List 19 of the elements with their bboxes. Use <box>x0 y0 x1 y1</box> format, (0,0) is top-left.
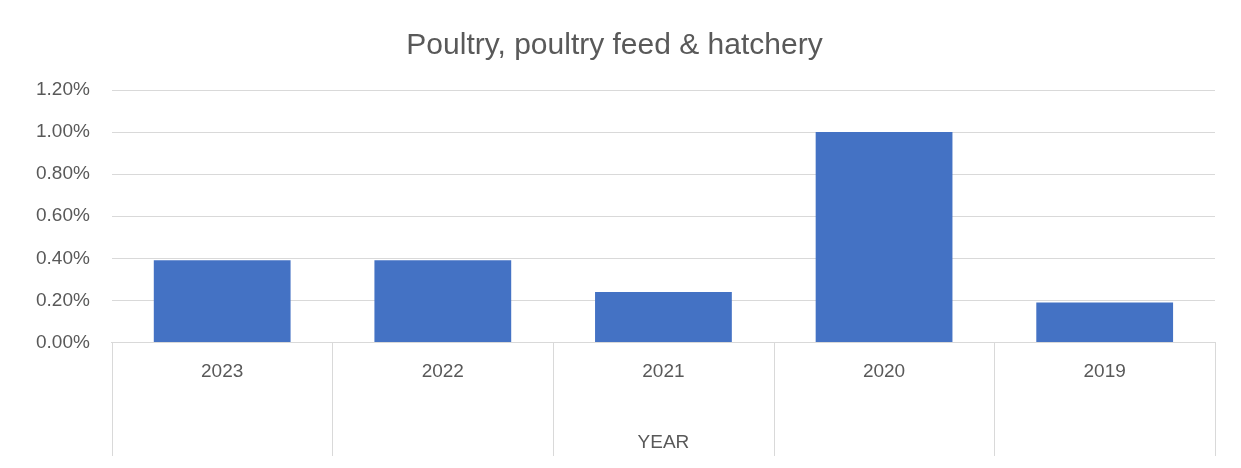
bar <box>374 260 512 342</box>
y-tick-label: 0.20% <box>36 288 90 310</box>
y-tick-label: 0.80% <box>36 162 90 184</box>
y-tick-label: 0.00% <box>36 330 90 352</box>
x-axis-title: YEAR <box>637 430 690 452</box>
x-tick-label: 2021 <box>642 360 685 382</box>
bar <box>1036 302 1174 342</box>
x-tick-label: 2020 <box>862 360 906 382</box>
bar <box>153 260 291 342</box>
bar <box>815 132 953 342</box>
x-tick-label: 2022 <box>421 360 464 382</box>
bar <box>595 291 732 342</box>
y-tick-label: 0.40% <box>36 246 90 268</box>
y-tick-label: 1.20% <box>36 78 90 100</box>
y-tick-label: 1.00% <box>36 120 90 142</box>
x-tick-label: 2019 <box>1083 360 1126 382</box>
y-tick-label: 0.60% <box>36 204 90 226</box>
chart-title: Poultry, poultry feed & hatchery <box>406 27 823 61</box>
x-tick-label: 2023 <box>201 360 244 382</box>
